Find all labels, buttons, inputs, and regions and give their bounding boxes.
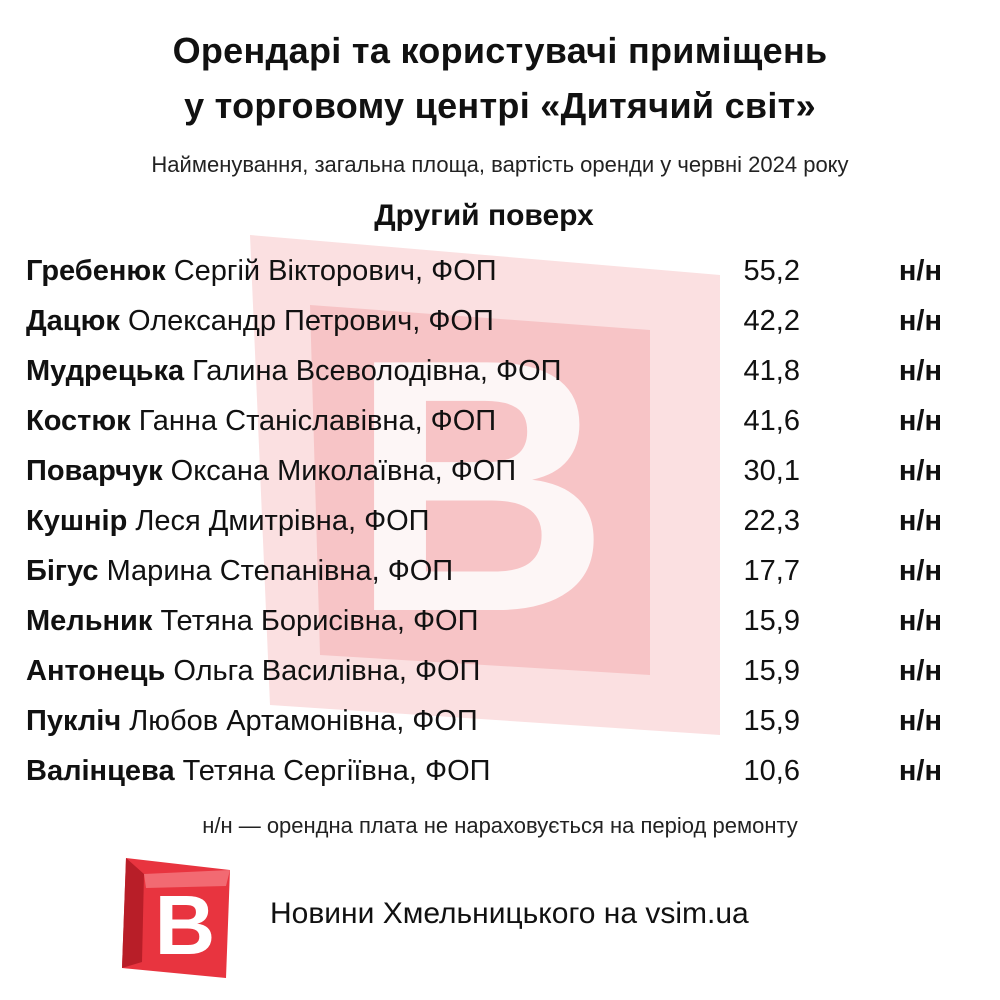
tenant-rent: н/н	[898, 505, 942, 537]
tenant-row: Костюк Ганна Станіславівна, ФОП 41,6 н/н	[0, 399, 1000, 449]
tenant-name: Бігус Марина Степанівна, ФОП	[26, 555, 453, 588]
tenant-name: Гребенюк Сергій Вікторович, ФОП	[26, 255, 497, 288]
tenant-rent: н/н	[898, 705, 942, 737]
tenant-row: Валінцева Тетяна Сергіївна, ФОП 10,6 н/н	[0, 749, 1000, 799]
tenant-rent: н/н	[898, 605, 942, 637]
tenant-area: 30,1	[743, 455, 800, 487]
tenant-list: Гребенюк Сергій Вікторович, ФОП 55,2 н/н…	[0, 249, 1000, 799]
tenant-row: Дацюк Олександр Петрович, ФОП 42,2 н/н	[0, 299, 1000, 349]
section-heading: Другий поверх	[374, 199, 594, 232]
tenant-rent: н/н	[898, 655, 942, 687]
tenant-surname: Дацюк	[26, 305, 120, 337]
tenant-surname: Бігус	[26, 555, 99, 587]
tenant-row: Кушнір Леся Дмитрівна, ФОП 22,3 н/н	[0, 499, 1000, 549]
tenant-row: Поварчук Оксана Миколаївна, ФОП 30,1 н/н	[0, 449, 1000, 499]
tenant-name: Мельник Тетяна Борисівна, ФОП	[26, 605, 478, 638]
page-subtitle: Найменування, загальна площа, вартість о…	[151, 152, 849, 177]
tenant-surname: Валінцева	[26, 755, 175, 787]
tenant-given-names: Тетяна Борисівна, ФОП	[152, 605, 479, 637]
tenant-row: Бігус Марина Степанівна, ФОП 17,7 н/н	[0, 549, 1000, 599]
tenant-surname: Антонець	[26, 655, 166, 687]
tenant-area: 41,8	[743, 355, 800, 387]
page-title-line-2: у торговому центрі «Дитячий світ»	[184, 85, 816, 126]
watermark-logo: B	[250, 235, 720, 735]
tenant-rent: н/н	[898, 555, 942, 587]
tenant-row: Гребенюк Сергій Вікторович, ФОП 55,2 н/н	[0, 249, 1000, 299]
tenant-given-names: Оксана Миколаївна, ФОП	[162, 455, 517, 487]
tenant-name: Кушнір Леся Дмитрівна, ФОП	[26, 505, 430, 538]
tenant-area: 55,2	[743, 255, 800, 287]
footnote: н/н — орендна плата не нараховується на …	[202, 813, 798, 838]
tenant-given-names: Леся Дмитрівна, ФОП	[127, 505, 430, 537]
logo-letter: B	[155, 878, 216, 972]
tenant-rent: н/н	[898, 455, 942, 487]
tenant-rent: н/н	[898, 405, 942, 437]
tenant-rent: н/н	[898, 255, 942, 287]
tenant-rent: н/н	[898, 755, 942, 787]
tenant-rent: н/н	[898, 355, 942, 387]
tenant-given-names: Марина Степанівна, ФОП	[98, 555, 454, 587]
tenant-name: Антонець Ольга Василівна, ФОП	[26, 655, 480, 688]
tenant-name: Пукліч Любов Артамонівна, ФОП	[26, 705, 478, 738]
tenant-name: Костюк Ганна Станіславівна, ФОП	[26, 405, 496, 438]
tenant-name: Поварчук Оксана Миколаївна, ФОП	[26, 455, 516, 488]
tenant-area: 15,9	[743, 705, 800, 737]
tenant-given-names: Ольга Василівна, ФОП	[165, 655, 481, 687]
tenant-area: 17,7	[743, 555, 800, 587]
tenant-surname: Пукліч	[26, 705, 122, 737]
tenant-given-names: Тетяна Сергіївна, ФОП	[174, 755, 491, 787]
tenant-given-names: Любов Артамонівна, ФОП	[121, 705, 478, 737]
tenant-row: Мудрецька Галина Всеволодівна, ФОП 41,8 …	[0, 349, 1000, 399]
tenant-name: Дацюк Олександр Петрович, ФОП	[26, 305, 494, 338]
tenant-surname: Костюк	[26, 405, 131, 437]
tenant-row: Антонець Ольга Василівна, ФОП 15,9 н/н	[0, 649, 1000, 699]
tenant-surname: Мельник	[26, 605, 153, 637]
tenant-name: Валінцева Тетяна Сергіївна, ФОП	[26, 755, 491, 788]
tenant-given-names: Галина Всеволодівна, ФОП	[184, 355, 562, 387]
tenant-surname: Поварчук	[26, 455, 163, 487]
vsim-logo-icon: B	[122, 858, 230, 978]
tenant-given-names: Ганна Станіславівна, ФОП	[130, 405, 497, 437]
tenant-area: 10,6	[743, 755, 800, 787]
tenant-rent: н/н	[898, 305, 942, 337]
footer-source-text: Новини Хмельницького на vsim.ua	[270, 897, 749, 930]
tenant-row: Пукліч Любов Артамонівна, ФОП 15,9 н/н	[0, 699, 1000, 749]
tenant-given-names: Сергій Вікторович, ФОП	[165, 255, 497, 287]
tenant-given-names: Олександр Петрович, ФОП	[119, 305, 494, 337]
tenant-surname: Кушнір	[26, 505, 128, 537]
tenant-area: 15,9	[743, 605, 800, 637]
tenant-surname: Мудрецька	[26, 355, 185, 387]
tenant-area: 22,3	[743, 505, 800, 537]
svg-text:B: B	[350, 285, 610, 687]
tenant-area: 42,2	[743, 305, 800, 337]
tenant-area: 15,9	[743, 655, 800, 687]
tenant-name: Мудрецька Галина Всеволодівна, ФОП	[26, 355, 561, 388]
tenant-row: Мельник Тетяна Борисівна, ФОП 15,9 н/н	[0, 599, 1000, 649]
page-title-line-1: Орендарі та користувачі приміщень	[172, 30, 828, 71]
tenant-surname: Гребенюк	[26, 255, 166, 287]
tenant-area: 41,6	[743, 405, 800, 437]
